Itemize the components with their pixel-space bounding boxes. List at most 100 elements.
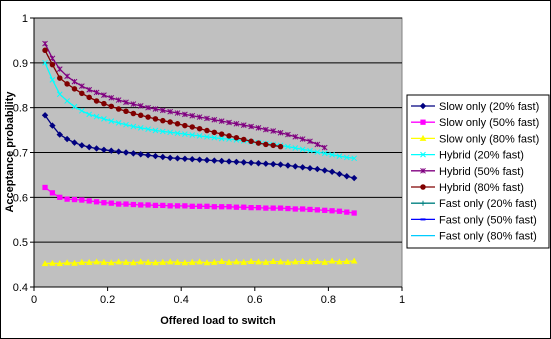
data-point <box>152 259 159 266</box>
data-point <box>93 199 100 205</box>
x-axis-ticks: 0 0.2 0.4 0.6 0.8 1 <box>31 286 405 306</box>
data-point <box>344 209 350 215</box>
data-point <box>78 142 86 149</box>
y-tick-label: 0.9 <box>13 58 28 70</box>
data-point <box>306 164 314 172</box>
y-tick-label: 0.5 <box>13 237 28 249</box>
data-point <box>233 120 240 127</box>
data-point <box>196 133 203 139</box>
data-point <box>137 124 144 131</box>
data-point <box>351 210 357 216</box>
data-point <box>182 111 188 118</box>
data-point <box>130 150 137 157</box>
data-point <box>107 259 115 266</box>
data-point <box>123 99 129 106</box>
data-point <box>218 131 225 137</box>
data-point <box>159 258 167 265</box>
data-point <box>196 125 203 132</box>
data-point <box>343 257 351 264</box>
x-tick-label: 1 <box>399 294 405 306</box>
legend-item: Fast only (50% fast) <box>411 214 537 226</box>
data-point <box>71 139 78 146</box>
data-point <box>218 118 225 124</box>
data-point <box>292 133 299 140</box>
data-point <box>247 159 255 167</box>
data-point <box>322 207 328 213</box>
y-axis-title: Acceptance probability <box>4 91 16 213</box>
data-point <box>123 121 129 128</box>
legend-marker <box>420 151 426 158</box>
data-point <box>204 133 210 140</box>
data-point <box>210 258 218 265</box>
legend: Slow only (20% fast) Slow only (50% fast)… <box>406 94 550 249</box>
data-point <box>166 154 174 162</box>
data-point <box>167 108 174 115</box>
data-point <box>233 258 240 265</box>
data-point <box>49 259 56 266</box>
data-point <box>159 107 166 114</box>
grid-lines <box>34 17 402 243</box>
data-point <box>56 91 63 98</box>
data-point <box>284 258 292 265</box>
data-point <box>174 110 181 116</box>
data-point <box>336 170 343 178</box>
data-point <box>291 258 299 265</box>
data-point <box>85 258 93 265</box>
data-point <box>226 204 232 210</box>
data-point <box>204 127 210 134</box>
data-point <box>336 258 343 265</box>
data-point <box>299 164 306 171</box>
data-point <box>49 190 56 196</box>
data-point <box>64 81 70 87</box>
data-point <box>152 116 159 122</box>
y-tick-label: 1 <box>22 13 28 25</box>
legend-label: Hybrid (20% fast) <box>439 150 524 162</box>
data-point <box>182 131 188 137</box>
data-point <box>211 134 218 141</box>
data-point <box>137 103 144 109</box>
data-point <box>218 157 225 165</box>
data-point <box>123 201 129 207</box>
data-point <box>167 129 174 136</box>
data-point <box>130 201 136 208</box>
legend-marker <box>419 134 427 141</box>
series-2 <box>41 257 358 267</box>
data-point <box>240 258 248 265</box>
data-point <box>137 112 144 119</box>
data-point <box>71 103 78 110</box>
legend-marker <box>420 200 426 206</box>
legend-item: Slow only (20% fast) <box>411 101 539 113</box>
data-point <box>181 259 189 266</box>
data-point <box>137 258 145 265</box>
data-point <box>130 123 137 130</box>
data-point <box>343 154 350 161</box>
data-point <box>49 77 56 83</box>
data-point <box>189 132 196 138</box>
data-point <box>292 163 299 170</box>
data-point <box>108 118 115 124</box>
data-point <box>241 136 247 143</box>
data-point <box>329 151 335 158</box>
data-point <box>86 111 93 118</box>
data-point <box>225 258 233 265</box>
data-point <box>145 104 151 111</box>
legend-label: Fast only (50% fast) <box>439 214 537 226</box>
data-point <box>78 83 85 90</box>
data-point <box>145 126 151 133</box>
data-point <box>284 162 292 169</box>
data-point <box>144 151 152 159</box>
x-tick-label: 0.4 <box>174 294 189 306</box>
data-point <box>115 148 122 155</box>
legend-item: Slow only (80% fast) <box>411 133 539 145</box>
data-point <box>314 165 321 173</box>
data-point <box>71 78 78 85</box>
data-point <box>93 145 100 152</box>
legend-label: Fast only (80% fast) <box>439 231 537 243</box>
data-point <box>57 194 63 200</box>
data-point <box>262 126 269 133</box>
data-point <box>174 130 181 137</box>
data-point <box>78 107 85 114</box>
data-point <box>314 149 321 155</box>
